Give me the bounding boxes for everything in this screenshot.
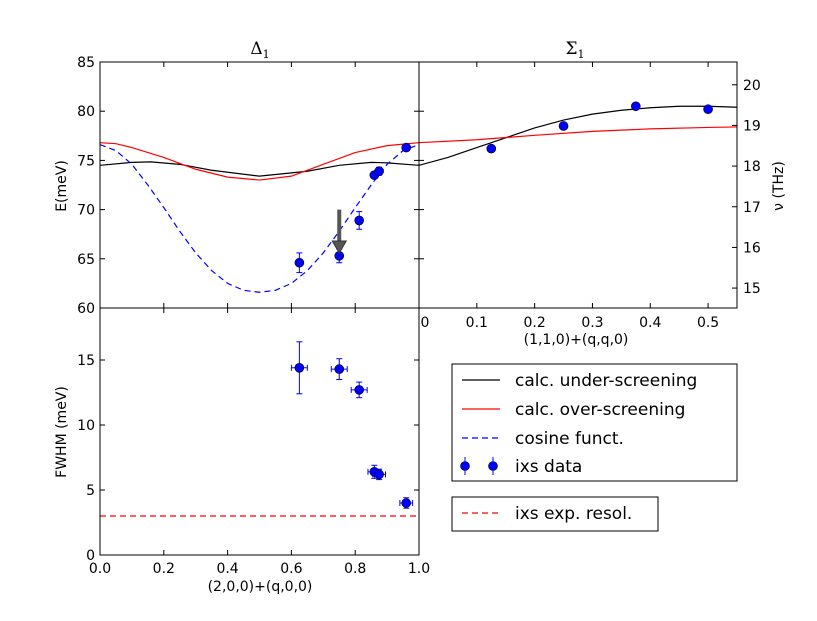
sigma1-title: Σ1 — [565, 39, 584, 61]
fwhm-xtick-label-4: 0.8 — [344, 561, 366, 577]
delta1-ylabel: E(meV) — [54, 160, 70, 212]
legend-main-frame — [451, 363, 738, 482]
delta1-ixs-point-4 — [374, 166, 384, 177]
legend-resol: ixs exp. resol. — [451, 496, 659, 532]
delta1-series-0-line — [100, 161, 419, 177]
delta1-arrow-head — [331, 240, 348, 254]
fwhm-ytick-label-2: 10 — [77, 418, 95, 434]
fwhm-xtick-label-2: 0.4 — [216, 561, 238, 577]
sigma1-ixs-point-0 — [486, 143, 497, 154]
fwhm-ixs-point-5 — [401, 498, 412, 508]
sigma1-ytick-label-4: 19 — [743, 118, 761, 134]
legend-entry-under-screening: calc. under-screening — [515, 371, 697, 391]
sigma1-ytick-label-5: 20 — [743, 78, 761, 94]
delta1-data — [100, 142, 419, 293]
sigma1-xtick-label-1: 0.1 — [466, 315, 488, 331]
fwhm-plot: 0 5 10 15 0.0 0.2 0.4 0.6 0.8 1.0 — [77, 307, 430, 577]
sigma1-series-1-line — [419, 126, 737, 144]
delta1-ixs-point-5 — [401, 142, 412, 153]
fwhm-ixs-point-0 — [294, 362, 305, 373]
fwhm-xtick-label-0: 0.0 — [89, 561, 111, 577]
sigma1-ixs-point-3 — [703, 104, 713, 115]
legend-entry-cosine: cosine funct. — [515, 429, 624, 449]
legend-entry-resolution: ixs exp. resol. — [515, 504, 632, 524]
sigma1-xtick-label-0: 0 — [421, 315, 430, 331]
delta1-ytick-label-4: 80 — [77, 104, 95, 120]
sigma1-data — [419, 101, 737, 166]
fwhm-ytick-label-0: 0 — [86, 548, 95, 564]
sigma1-xtick-label-2: 0.2 — [524, 315, 546, 331]
sigma1-xtick-label-5: 0.5 — [697, 315, 719, 331]
delta1-ixs-point-2 — [354, 215, 364, 226]
sigma1-plot: 0 0.1 0.2 0.3 0.4 0.5 15 16 17 18 19 20 — [418, 61, 761, 331]
fwhm-ylabel: FWHM (meV) — [54, 386, 70, 478]
sigma1-frame — [418, 61, 738, 309]
sigma1-ylabel: ν (THz) — [771, 161, 787, 211]
fwhm-ixs-point-1 — [334, 364, 345, 374]
sigma1-xtick-label-3: 0.3 — [581, 315, 603, 331]
sigma1-ytick-label-0: 15 — [743, 281, 761, 297]
delta1-ytick-label-3: 75 — [77, 153, 95, 169]
delta1-series-2-line — [100, 144, 419, 293]
sigma1-ytick-label-2: 17 — [743, 200, 761, 216]
fwhm-frame — [99, 307, 420, 556]
delta1-plot: 60 65 70 75 80 85 — [77, 55, 420, 317]
sigma1-ytick-label-3: 18 — [743, 159, 761, 175]
fwhm-xtick-label-1: 0.2 — [153, 561, 175, 577]
legend-entry-over-screening: calc. over-screening — [515, 400, 685, 420]
legend-main: calc. under-screening calc. over-screeni… — [451, 363, 738, 482]
legend-resol-frame — [451, 496, 659, 532]
legend-entry-ixs-data: ixs data — [515, 457, 582, 477]
fwhm-ixs-point-2 — [354, 385, 364, 395]
fwhm-xlabel: (2,0,0)+(q,0,0) — [208, 579, 313, 595]
delta1-ytick-label-0: 60 — [77, 301, 95, 317]
delta1-ixs-point-0 — [294, 257, 305, 268]
delta1-ytick-label-5: 85 — [77, 55, 95, 71]
fwhm-xtick-label-5: 1.0 — [408, 561, 430, 577]
fwhm-ixs-point-4 — [374, 469, 384, 480]
sigma1-ixs-point-1 — [558, 121, 569, 131]
delta1-series-1-line — [100, 142, 419, 181]
fwhm-ytick-label-1: 5 — [86, 483, 95, 499]
sigma1-ytick-label-1: 16 — [743, 240, 761, 256]
delta1-ytick-label-2: 70 — [77, 203, 95, 219]
fwhm-data — [100, 341, 419, 517]
fwhm-ytick-label-3: 15 — [77, 353, 95, 369]
delta1-ytick-label-1: 65 — [77, 252, 95, 268]
sigma1-xtick-label-4: 0.4 — [639, 315, 661, 331]
fwhm-xtick-label-3: 0.6 — [280, 561, 302, 577]
delta1-title: Δ1 — [250, 39, 269, 61]
sigma1-ixs-point-2 — [631, 101, 641, 112]
sigma1-xlabel: (1,1,0)+(q,q,0) — [524, 332, 629, 348]
sigma1-series-0-line — [419, 105, 737, 166]
